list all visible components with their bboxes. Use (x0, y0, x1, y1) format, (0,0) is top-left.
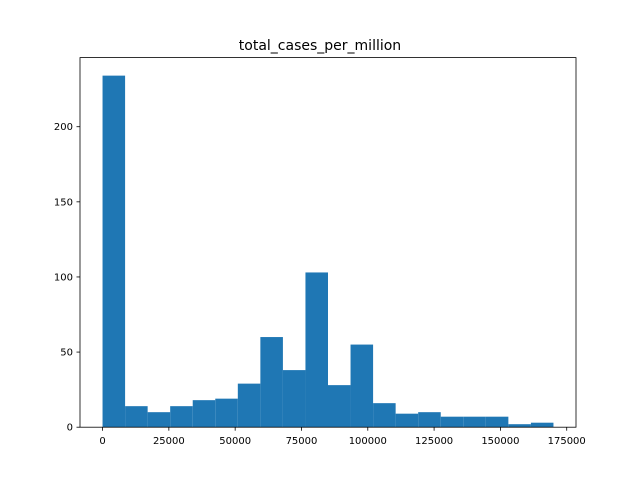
histogram-bar-16 (463, 416, 486, 428)
histogram-bar-4 (192, 400, 216, 428)
chart-title: total_cases_per_million (239, 38, 401, 54)
histogram-bar-7 (260, 337, 283, 428)
y-tick-label: 0 (67, 423, 73, 434)
histogram-bar-12 (373, 403, 396, 428)
x-tick-label: 100000 (349, 436, 387, 447)
y-tick-label: 200 (54, 122, 73, 133)
histogram-bar-3 (170, 406, 193, 428)
y-tick-label: 50 (60, 348, 73, 359)
histogram-bar-15 (440, 416, 464, 428)
plot-frame (79, 57, 577, 428)
histogram-bar-5 (215, 398, 238, 428)
histogram-bar-18 (508, 424, 531, 428)
histogram-bar-17 (485, 416, 509, 428)
histogram-bar-14 (418, 412, 441, 428)
histogram-bar-8 (282, 370, 306, 428)
histogram-bar-10 (328, 385, 351, 428)
x-axis-ticks: 0 25000 50000 75000 100000 125000 150000 175000 (99, 427, 586, 447)
histogram-bar-13 (395, 413, 419, 428)
histogram-bar-0 (102, 75, 126, 428)
x-tick-label: 75000 (286, 436, 318, 447)
histogram-bar-2 (147, 412, 171, 428)
bars-group (102, 75, 554, 428)
x-tick-label: 50000 (219, 436, 251, 447)
y-axis-ticks: 0 50 100 150 200 (54, 122, 80, 434)
histogram-bar-6 (237, 383, 261, 428)
x-tick-label: 125000 (415, 436, 453, 447)
x-tick-label: 0 (99, 436, 105, 447)
x-tick-label: 150000 (481, 436, 519, 447)
y-tick-label: 100 (54, 272, 73, 283)
y-tick-label: 150 (54, 197, 73, 208)
histogram-bar-19 (530, 422, 554, 428)
histogram-bar-11 (350, 344, 374, 428)
x-tick-label: 175000 (548, 436, 586, 447)
x-tick-label: 25000 (153, 436, 185, 447)
histogram-bar-9 (305, 272, 328, 428)
histogram-bar-1 (125, 406, 148, 428)
